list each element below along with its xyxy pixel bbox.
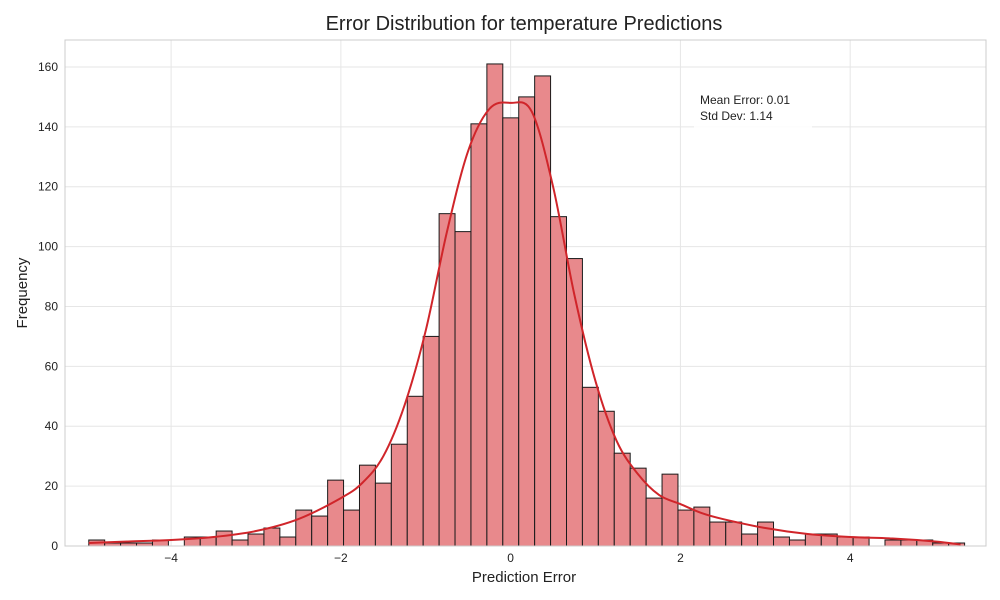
plot-frame (64, 39, 987, 547)
histogram-bar (709, 521, 727, 547)
x-tick-label: 2 (677, 551, 684, 565)
std-dev-text: Std Dev: 1.14 (700, 109, 773, 123)
x-tick-label: 0 (507, 551, 514, 565)
histogram-bar (438, 213, 456, 547)
x-tick-label: −2 (334, 551, 348, 565)
histogram-bar (390, 443, 408, 547)
histogram-bar (741, 533, 759, 547)
chart-title: Error Distribution for temperature Predi… (326, 13, 723, 35)
kde-curve-layer (88, 101, 961, 546)
y-tick-label: 80 (45, 299, 59, 313)
histogram-bar (343, 509, 360, 547)
histogram-bar (613, 452, 631, 547)
histogram-bar (231, 539, 249, 547)
histogram-bar (788, 539, 806, 547)
x-tick-label: −4 (164, 551, 178, 565)
histogram-bar (565, 258, 583, 547)
stats-annotation-box (694, 88, 812, 128)
histogram-bar (550, 216, 567, 547)
kde-curve (88, 101, 961, 546)
histogram-bar (374, 482, 392, 547)
histogram-bar (884, 539, 902, 547)
y-tick-label: 140 (38, 120, 58, 134)
x-axis-label: Prediction Error (472, 569, 576, 586)
mean-error-text: Mean Error: 0.01 (700, 93, 790, 107)
histogram-bar (311, 515, 329, 547)
histogram-bar (470, 123, 488, 547)
histogram-bars (88, 63, 966, 547)
histogram-bar (773, 536, 790, 547)
histogram-bar (677, 509, 695, 547)
x-axis-ticks: −4 −2 0 2 4 (164, 551, 854, 565)
y-tick-label: 160 (38, 60, 58, 74)
histogram-bar (661, 473, 679, 547)
histogram-bar (247, 533, 265, 547)
histogram-bar (422, 335, 440, 547)
histogram-bar (581, 386, 599, 547)
histogram-bar (518, 96, 536, 547)
histogram-bar (263, 527, 281, 547)
y-tick-label: 100 (38, 240, 58, 254)
y-tick-label: 40 (45, 419, 59, 433)
histogram-bar (725, 521, 743, 547)
histogram-bar (406, 395, 424, 547)
histogram-bar (215, 530, 233, 547)
x-tick-label: 4 (847, 551, 854, 565)
y-tick-label: 60 (45, 359, 59, 373)
histogram-bar (836, 536, 854, 547)
histogram-bar (327, 479, 345, 547)
y-tick-label: 120 (38, 180, 58, 194)
y-axis-ticks: 0 20 40 60 80 100 120 140 160 (38, 60, 58, 553)
histogram-bar (279, 536, 297, 547)
y-tick-label: 20 (45, 479, 59, 493)
stats-annotation: Mean Error: 0.01 Std Dev: 1.14 (694, 88, 812, 128)
histogram-bar (454, 231, 472, 547)
histogram-bar (757, 521, 775, 547)
histogram-bar (502, 117, 520, 547)
histogram-bar (900, 539, 918, 547)
y-tick-label: 0 (51, 539, 58, 553)
histogram-bar (486, 63, 504, 547)
histogram-bar (645, 497, 663, 547)
y-axis-label: Frequency (14, 257, 31, 328)
